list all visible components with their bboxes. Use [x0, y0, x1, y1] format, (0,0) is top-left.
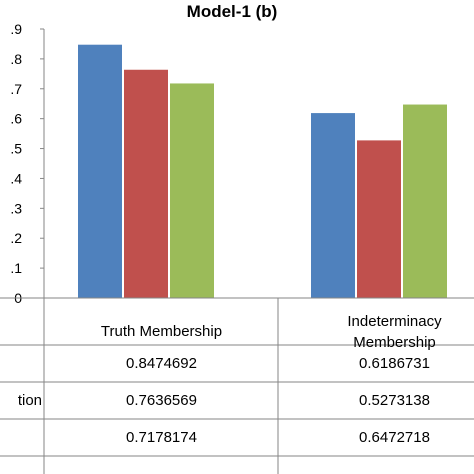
table-value-cell: 0.7178174 — [126, 429, 197, 446]
y-tick-label: .4 — [10, 170, 22, 186]
table-value-cell: 0.8474692 — [126, 355, 197, 372]
bar — [357, 140, 401, 298]
table-value-cell: 0.6472718 — [359, 429, 430, 446]
table-value-cell: 0.7636569 — [126, 392, 197, 409]
y-tick-label: .5 — [10, 141, 22, 157]
series-row-label: tion — [18, 392, 42, 409]
bars — [78, 44, 447, 299]
bar — [78, 44, 122, 299]
table-value-cell: 0.6186731 — [359, 355, 430, 372]
y-tick-label: .6 — [10, 111, 22, 127]
y-tick-label: .9 — [10, 21, 22, 37]
data-table: Truth Membership Indeterminacy Membership 0… — [0, 297, 474, 474]
y-tick-label: .7 — [10, 81, 22, 97]
table-value-cell: 0.5273138 — [359, 392, 430, 409]
bar — [124, 69, 168, 298]
y-tick-label: .1 — [10, 260, 22, 276]
chart-title: Model-1 (b) — [187, 2, 278, 21]
x-category-label: Truth Membership — [101, 323, 222, 340]
y-tick-label: .2 — [10, 230, 22, 246]
y-tick-label: .8 — [10, 51, 22, 67]
y-tick-label: .3 — [10, 200, 22, 216]
x-category-label: Indeterminacy — [347, 313, 442, 330]
bar — [311, 113, 355, 299]
bar — [403, 104, 447, 298]
x-category-label: Membership — [353, 334, 436, 351]
y-axis: .9.8.7.6.5.4.3.2.10 — [10, 21, 45, 306]
bar — [170, 83, 214, 298]
